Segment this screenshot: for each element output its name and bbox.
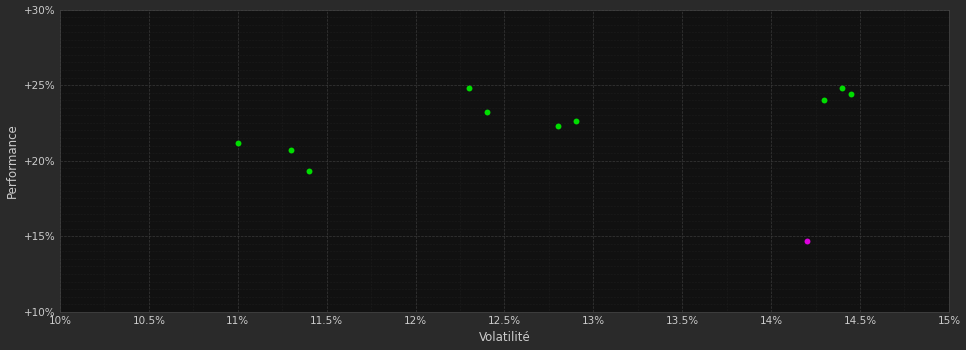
Point [550,123,565,129]
Point [230,140,245,145]
Point [461,85,476,91]
X-axis label: Volatilité: Volatilité [478,331,530,344]
Point [816,97,832,103]
Y-axis label: Performance: Performance [6,123,18,198]
Point [479,110,495,115]
Point [843,91,859,97]
Point [568,119,583,124]
Point [283,147,298,153]
Point [799,238,814,244]
Point [301,168,317,174]
Point [835,85,850,91]
